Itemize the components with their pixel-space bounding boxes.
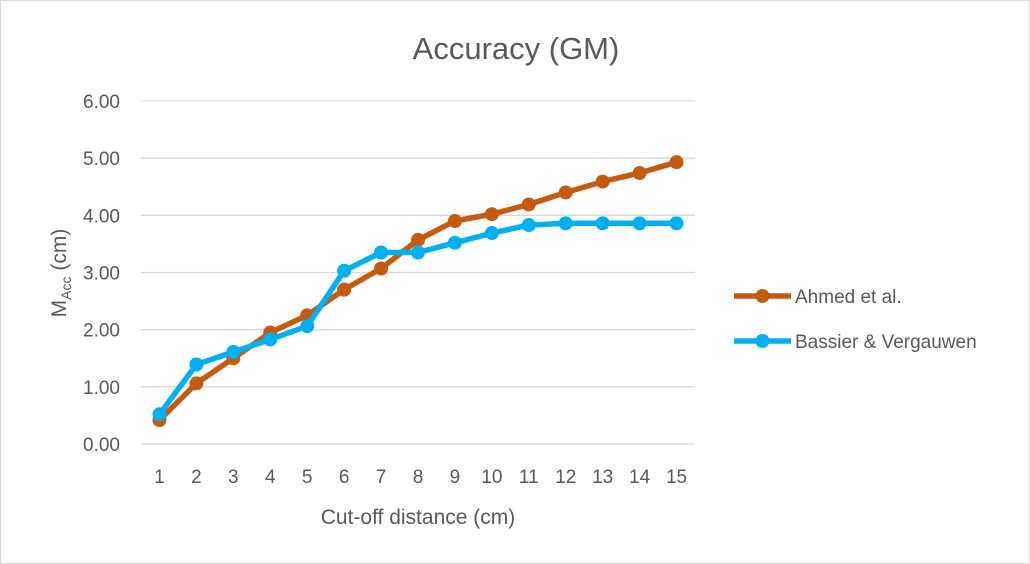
data-point xyxy=(447,235,462,250)
data-point xyxy=(411,232,425,247)
legend-label: Ahmed et al. xyxy=(795,287,902,308)
legend-item: Ahmed et al. xyxy=(734,287,902,308)
data-point xyxy=(521,218,536,233)
y-tick-label: 5.00 xyxy=(83,149,120,170)
series-line xyxy=(156,159,680,423)
data-point xyxy=(447,214,462,229)
series-2 xyxy=(152,216,684,422)
data-point xyxy=(300,319,315,334)
y-tick-label: 0.00 xyxy=(83,435,120,456)
y-tick-labels: 0.00 1.00 2.00 3.00 4.00 5.00 6.00 xyxy=(83,92,120,456)
data-point xyxy=(263,332,278,347)
x-tick-label: 6 xyxy=(339,467,350,488)
y-tick-label: 4.00 xyxy=(83,206,120,227)
x-tick-label: 5 xyxy=(302,467,313,488)
x-tick-label: 10 xyxy=(481,467,502,488)
y-tick-label: 3.00 xyxy=(83,264,120,285)
x-tick-label: 14 xyxy=(629,467,651,488)
legend-label: Bassier & Vergauwen xyxy=(795,332,977,353)
data-point xyxy=(521,197,536,212)
x-tick-labels: 1 2 3 4 5 6 7 8 9 10 11 12 13 14 15 xyxy=(154,467,687,488)
data-point xyxy=(595,174,610,189)
data-point xyxy=(669,155,684,170)
data-point xyxy=(558,185,573,200)
data-point xyxy=(595,216,610,231)
data-point xyxy=(374,261,389,276)
x-tick-label: 9 xyxy=(450,467,461,488)
x-tick-label: 3 xyxy=(228,467,239,488)
series-layer xyxy=(152,155,684,427)
data-point xyxy=(337,263,352,278)
data-point xyxy=(226,344,241,359)
y-axis-title-sub: Acc xyxy=(58,276,74,299)
data-point xyxy=(189,376,204,391)
legend: Ahmed et al. Bassier & Vergauwen xyxy=(734,287,977,353)
legend-item: Bassier & Vergauwen xyxy=(734,332,977,353)
series-1 xyxy=(152,155,684,427)
x-axis-title: Cut-off distance (cm) xyxy=(321,506,516,529)
x-tick-label: 15 xyxy=(666,467,687,488)
y-tick-label: 6.00 xyxy=(83,92,120,113)
x-tick-label: 4 xyxy=(265,467,276,488)
data-point xyxy=(558,216,573,231)
y-axis-title-suffix: (cm) xyxy=(48,229,71,277)
legend-marker xyxy=(755,334,770,348)
data-point xyxy=(152,407,167,422)
y-axis-title: MAcc (cm) xyxy=(48,229,74,318)
chart-title: Accuracy (GM) xyxy=(413,31,620,66)
data-point xyxy=(484,226,499,241)
data-point xyxy=(411,245,425,260)
data-point xyxy=(374,245,389,260)
x-tick-label: 11 xyxy=(519,467,539,488)
x-tick-label: 7 xyxy=(376,467,387,488)
data-point xyxy=(669,216,684,231)
gridlines xyxy=(141,100,695,445)
y-axis-title-main: M xyxy=(48,300,71,318)
data-point xyxy=(632,216,647,231)
y-tick-label: 2.00 xyxy=(83,321,120,342)
data-point xyxy=(337,282,352,297)
data-point xyxy=(484,207,499,222)
x-tick-label: 2 xyxy=(191,467,202,488)
legend-marker xyxy=(755,289,770,303)
data-point xyxy=(632,166,647,181)
x-tick-label: 8 xyxy=(413,467,424,488)
data-point xyxy=(189,357,204,372)
y-tick-label: 1.00 xyxy=(83,378,120,399)
x-tick-label: 13 xyxy=(592,467,613,488)
x-tick-label: 1 xyxy=(154,467,165,488)
x-tick-label: 12 xyxy=(555,467,576,488)
